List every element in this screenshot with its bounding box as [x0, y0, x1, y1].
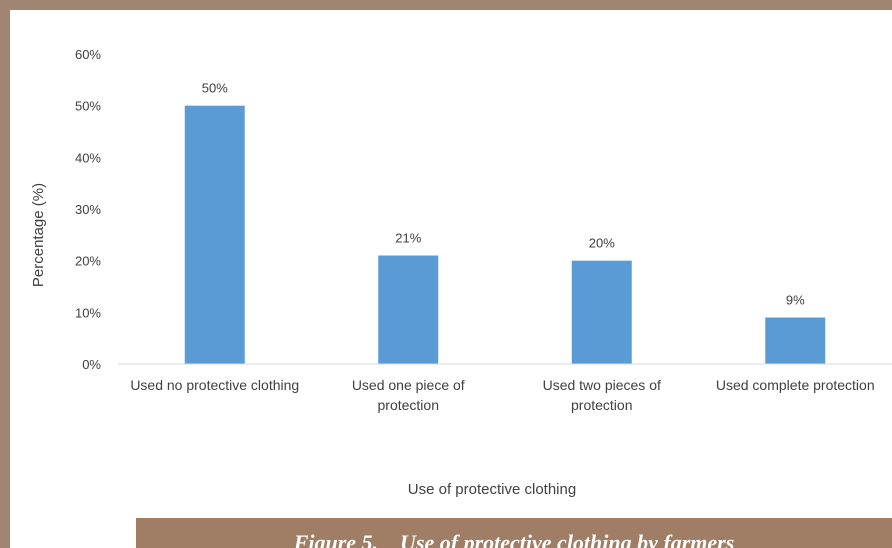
- plot-area: 0% 10% 20% 30% 40% 50% 60% 50% Used no protectiv…: [75, 47, 892, 413]
- bar: [765, 317, 826, 364]
- category-label: protection: [378, 397, 439, 413]
- category-label: protection: [571, 397, 632, 413]
- figure-caption: Figure 5. Use of protective clothing by …: [293, 530, 735, 548]
- category-label: Used two pieces of: [543, 377, 661, 393]
- data-label: 9%: [786, 293, 805, 308]
- y-axis-title: Percentage (%): [30, 183, 47, 287]
- y-tick-label: 40%: [75, 150, 101, 165]
- data-label: 21%: [395, 231, 421, 246]
- y-tick-label: 20%: [75, 254, 101, 269]
- bar: [571, 260, 632, 364]
- category-label: Used one piece of: [352, 377, 465, 393]
- data-label: 20%: [589, 236, 615, 251]
- category-label: Used no protective clothing: [130, 377, 299, 393]
- data-label: 50%: [202, 81, 228, 96]
- y-tick-label: 50%: [75, 99, 101, 114]
- y-tick-label: 0%: [82, 357, 101, 372]
- y-tick-label: 60%: [75, 47, 101, 62]
- bar: [378, 255, 439, 364]
- figure-caption-bar: Figure 5. Use of protective clothing by …: [136, 518, 892, 548]
- category-label: Used complete protection: [716, 377, 875, 393]
- y-tick-label: 10%: [75, 305, 101, 320]
- x-axis-title: Use of protective clothing: [408, 481, 576, 498]
- y-tick-label: 30%: [75, 202, 101, 217]
- bar: [184, 105, 245, 365]
